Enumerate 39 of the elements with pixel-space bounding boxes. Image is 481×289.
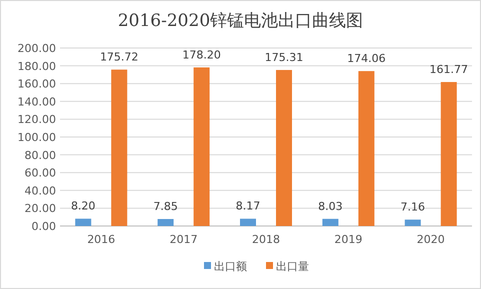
- data-label: 175.72: [100, 50, 138, 64]
- bar: [75, 218, 92, 226]
- bar: [158, 219, 174, 226]
- data-label: 174.06: [347, 52, 386, 66]
- y-tick-label: 0.00: [32, 220, 56, 233]
- y-tick-label: 160.00: [18, 78, 56, 91]
- y-tick-label: 60.00: [24, 166, 56, 180]
- legend-label: 出口量: [276, 260, 309, 273]
- data-label: 7.16: [400, 200, 426, 214]
- y-tick-label: 140.00: [18, 95, 56, 108]
- legend-label: 出口额: [214, 260, 247, 273]
- data-label: 8.03: [318, 200, 343, 213]
- data-label: 178.20: [182, 48, 221, 62]
- x-tick-label: 2016: [87, 233, 116, 246]
- data-label: 8.20: [70, 200, 96, 213]
- data-label: 175.31: [264, 50, 304, 64]
- x-tick-label: 2019: [334, 233, 362, 246]
- bar: [194, 67, 210, 226]
- data-label: 8.17: [236, 200, 260, 213]
- bar: [240, 218, 256, 226]
- bar: [322, 218, 338, 226]
- y-tick-label: 80.00: [24, 148, 56, 162]
- bar: [440, 82, 457, 226]
- title: 2016-2020锌锰电池出口曲线图: [118, 11, 364, 31]
- data-label: 161.77: [430, 63, 468, 76]
- bar: [404, 220, 421, 226]
- x-tick-label: 2020: [416, 233, 445, 246]
- y-tick-label: 180.00: [18, 60, 56, 73]
- y-tick-label: 40.00: [24, 184, 56, 198]
- y-tick-label: 20.00: [24, 202, 56, 216]
- x-tick-label: 2018: [252, 233, 280, 246]
- data-label: 7.85: [153, 200, 178, 214]
- bar: [276, 70, 292, 226]
- y-tick-label: 200.00: [18, 42, 56, 55]
- x-tick-label: 2017: [170, 233, 198, 246]
- bar: [358, 71, 374, 226]
- y-tick-label: 120.00: [18, 113, 56, 126]
- bar: [111, 70, 128, 226]
- y-tick-label: 100.00: [18, 131, 56, 144]
